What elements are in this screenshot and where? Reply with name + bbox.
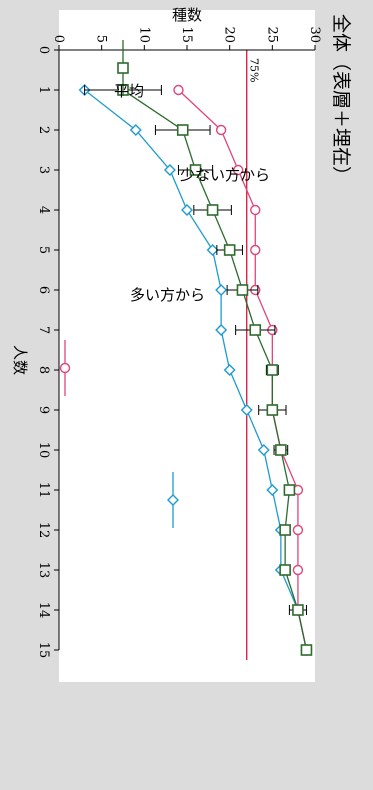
data-point-square xyxy=(292,604,304,616)
data-point-diamond xyxy=(163,164,176,176)
x-tick-label: 1 xyxy=(36,86,51,94)
data-point-circle xyxy=(250,204,261,216)
x-tick-label: 3 xyxy=(36,166,51,174)
data-point-circle xyxy=(232,164,244,176)
data-point-square xyxy=(283,484,296,496)
y-tick-label: 30 xyxy=(307,26,322,43)
y-tick-label: 10 xyxy=(136,26,151,43)
data-point-diamond xyxy=(257,444,270,456)
y-tick-label: 0 xyxy=(51,35,66,43)
data-point-diamond xyxy=(181,204,193,216)
data-point-square xyxy=(300,644,313,656)
x-tick-label: 4 xyxy=(36,206,51,214)
data-point-diamond xyxy=(240,404,253,416)
x-tick-label: 7 xyxy=(36,326,51,334)
data-point-diamond xyxy=(266,484,279,496)
x-tick-label: 9 xyxy=(36,406,51,414)
data-point-square xyxy=(266,364,279,376)
y-tick-label: 20 xyxy=(222,26,237,43)
data-point-circle xyxy=(292,564,304,576)
data-point-square xyxy=(266,404,279,416)
data-point-square xyxy=(223,244,236,256)
x-tick-label: 14 xyxy=(36,602,51,619)
legend-label-1: 多い方から xyxy=(130,286,205,304)
data-point-circle xyxy=(292,524,304,536)
y-tick-label: 15 xyxy=(179,26,194,43)
data-point-diamond xyxy=(223,364,236,376)
legend-label-0: 平均 xyxy=(114,82,144,100)
data-point-circle xyxy=(173,84,184,96)
y-tick-label: 25 xyxy=(264,26,279,43)
x-tick-label: 15 xyxy=(36,642,51,659)
x-tick-label: 11 xyxy=(36,482,51,499)
x-axis-label: 人数 xyxy=(11,345,29,375)
x-tick-label: 13 xyxy=(36,562,51,579)
data-point-diamond xyxy=(206,244,219,256)
data-point-square xyxy=(275,444,287,456)
x-tick-label: 6 xyxy=(36,286,51,294)
data-point-square xyxy=(189,164,202,176)
legend-label-2: 少ない方から xyxy=(180,166,270,184)
data-point-square xyxy=(206,204,219,216)
plot-area xyxy=(59,10,315,682)
x-tick-label: 0 xyxy=(36,46,51,54)
data-point-square xyxy=(117,62,129,74)
data-point-circle xyxy=(250,244,261,256)
data-point-square xyxy=(176,124,189,136)
data-point-circle xyxy=(215,124,227,136)
y-axis-label: 種数 xyxy=(172,6,202,24)
data-point-square xyxy=(279,524,291,536)
reference-line-label: 75% xyxy=(248,58,261,82)
data-point-circle xyxy=(59,362,71,374)
x-tick-label: 10 xyxy=(36,442,51,459)
y-tick-label: 5 xyxy=(94,35,109,43)
chart-title: 全体（表層＋埋在） xyxy=(330,14,352,185)
x-tick-label: 5 xyxy=(36,246,51,254)
x-tick-label: 8 xyxy=(36,366,51,374)
data-point-square xyxy=(249,324,262,336)
x-tick-label: 12 xyxy=(36,522,51,539)
data-point-square xyxy=(236,284,249,296)
x-tick-label: 2 xyxy=(36,126,51,134)
data-point-diamond xyxy=(215,284,228,296)
data-point-square xyxy=(279,564,291,576)
data-point-diamond xyxy=(215,324,228,336)
data-point-diamond xyxy=(129,124,142,136)
data-point-diamond xyxy=(167,494,179,506)
